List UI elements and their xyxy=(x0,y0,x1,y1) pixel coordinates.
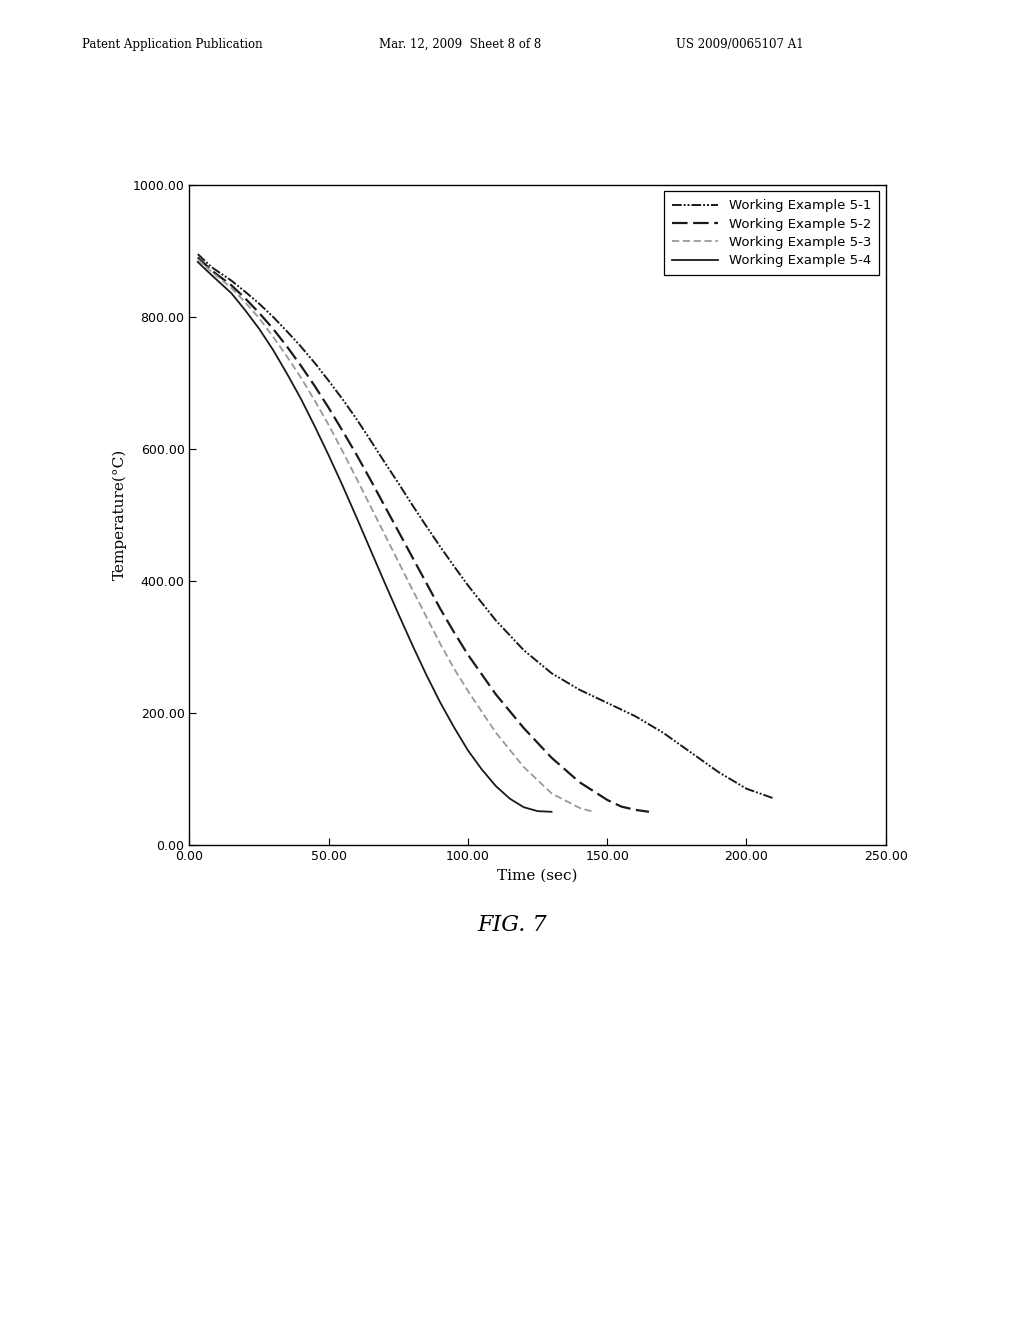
Text: FIG. 7: FIG. 7 xyxy=(477,913,547,936)
Legend: Working Example 5-1, Working Example 5-2, Working Example 5-3, Working Example 5: Working Example 5-1, Working Example 5-2… xyxy=(665,191,880,275)
Text: US 2009/0065107 A1: US 2009/0065107 A1 xyxy=(676,37,804,50)
Text: Patent Application Publication: Patent Application Publication xyxy=(82,37,262,50)
Text: Mar. 12, 2009  Sheet 8 of 8: Mar. 12, 2009 Sheet 8 of 8 xyxy=(379,37,541,50)
X-axis label: Time (sec): Time (sec) xyxy=(498,869,578,882)
Y-axis label: Temperature(°C): Temperature(°C) xyxy=(113,449,127,581)
